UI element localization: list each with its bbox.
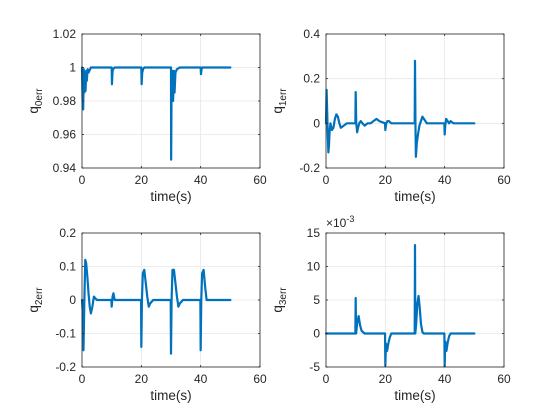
series-line-0 (80, 258, 232, 355)
x-tick-label: 40 (438, 173, 452, 187)
x-tick-label: 0 (323, 372, 330, 386)
x-tick-label: 20 (379, 173, 393, 187)
x-tick-label: 60 (253, 173, 267, 187)
y-axis-label: q3err (270, 287, 289, 313)
x-tick-label: 60 (497, 372, 511, 386)
y-tick-label: -0.2 (299, 161, 320, 175)
y-tick-label: 1.02 (53, 27, 77, 41)
y-axis-label: q1err (270, 88, 289, 114)
x-tick-label: 0 (79, 173, 86, 187)
y-scale-exponent: ×10-3 (326, 214, 354, 230)
x-axis-label: time(s) (394, 189, 435, 204)
y-tick-label: 15 (307, 226, 321, 240)
series-line-0 (324, 59, 476, 158)
subplot-0: 0 20 40 60 0.94 0.96 0.98 1 1.02 time(s) q0err (26, 27, 267, 204)
y-tick-label: 0 (313, 327, 320, 341)
subplot-2: 0 20 40 60 -0.2 -0.1 0 0.1 0.2 time(s) q2err (26, 226, 267, 403)
x-axis-label: time(s) (394, 388, 435, 403)
x-tick-label: 0 (323, 173, 330, 187)
series-line-0 (80, 66, 232, 161)
y-axis-label: q0err (26, 88, 45, 114)
x-tick-label: 20 (135, 173, 149, 187)
y-tick-label: 0.4 (303, 27, 320, 41)
y-tick-label: 0 (69, 293, 76, 307)
x-axis-label: time(s) (150, 388, 191, 403)
y-tick-label: 0.1 (59, 260, 76, 274)
y-axis-label: q2err (26, 287, 45, 313)
y-tick-label: 10 (307, 260, 321, 274)
y-tick-label: 0.2 (59, 226, 76, 240)
x-tick-label: 40 (194, 173, 208, 187)
y-tick-label: 0 (313, 116, 320, 130)
axes-box (325, 33, 505, 169)
y-tick-label: 0.98 (53, 94, 77, 108)
y-tick-label: -0.1 (55, 327, 76, 341)
x-tick-label: 20 (135, 372, 149, 386)
x-tick-label: 0 (79, 372, 86, 386)
x-tick-label: 60 (497, 173, 511, 187)
x-tick-label: 20 (379, 372, 393, 386)
x-tick-label: 40 (194, 372, 208, 386)
y-tick-label: -0.2 (55, 360, 76, 374)
y-tick-label: 1 (69, 61, 76, 75)
y-tick-label: 0.94 (53, 161, 77, 175)
y-tick-label: 0.2 (303, 72, 320, 86)
y-tick-label: 0.96 (53, 128, 77, 142)
series-line-0 (324, 243, 476, 368)
x-tick-label: 60 (253, 372, 267, 386)
x-axis-label: time(s) (150, 189, 191, 204)
x-tick-label: 40 (438, 372, 452, 386)
y-tick-label: 5 (313, 293, 320, 307)
y-tick-label: -5 (309, 360, 320, 374)
